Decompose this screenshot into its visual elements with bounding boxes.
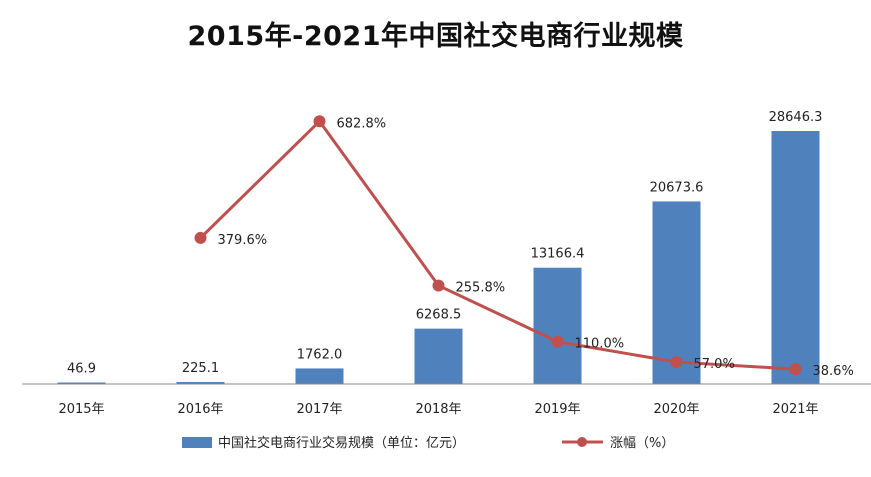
growth-value-label: 38.6% [813,364,854,379]
bars-layer: 46.9 225.1 1762.0 6268.5 13166.4 20673.6 28646… [57,110,823,384]
growth-value-label: 57.0% [694,357,735,372]
bar-value-label: 28646.3 [769,110,823,125]
bar [295,368,344,384]
x-tick-label: 2016年 [177,402,223,417]
growth-value-label: 379.6% [218,233,268,248]
x-tick-label: 2020年 [653,402,699,417]
x-axis-ticks: 2015年 2016年 2017年 2018年 2019年 2020年 2021年 [58,402,818,417]
bar-value-label: 13166.4 [531,247,585,262]
bar [533,267,582,384]
bar-value-label: 1762.0 [297,347,343,362]
x-tick-label: 2015年 [58,402,104,417]
bar-value-label: 46.9 [67,362,96,377]
x-tick-label: 2019年 [534,402,580,417]
bar [771,131,820,384]
growth-value-label: 682.8% [337,116,387,131]
legend-bar-label: 中国社交电商行业交易规模（单位：亿元） [218,435,465,451]
chart-title: 2015年-2021年中国社交电商行业规模 [187,21,684,52]
growth-point [670,356,683,369]
bar [652,201,701,384]
bar [176,382,225,384]
bar [57,382,106,384]
bar-value-label: 20673.6 [650,180,704,195]
bar-value-label: 225.1 [182,361,219,376]
x-tick-label: 2021年 [772,402,818,417]
legend-line-marker [577,437,587,447]
bar-value-label: 6268.5 [416,308,462,323]
growth-value-label: 110.0% [575,337,625,352]
growth-point [432,279,445,292]
growth-line-layer: 379.6% 682.8% 255.8% 110.0% 57.0% 38.6% [194,115,854,379]
legend: 中国社交电商行业交易规模（单位：亿元） 涨幅（%） [182,435,674,451]
growth-point [789,363,802,376]
x-tick-label: 2017年 [296,402,342,417]
bar [414,328,463,384]
x-tick-label: 2018年 [415,402,461,417]
growth-line [199,118,796,371]
legend-line-label: 涨幅（%） [610,436,674,451]
growth-value-label: 255.8% [456,281,506,296]
legend-bar-swatch [182,437,212,448]
growth-point [194,231,207,244]
growth-point [551,335,564,348]
growth-point [313,115,326,128]
